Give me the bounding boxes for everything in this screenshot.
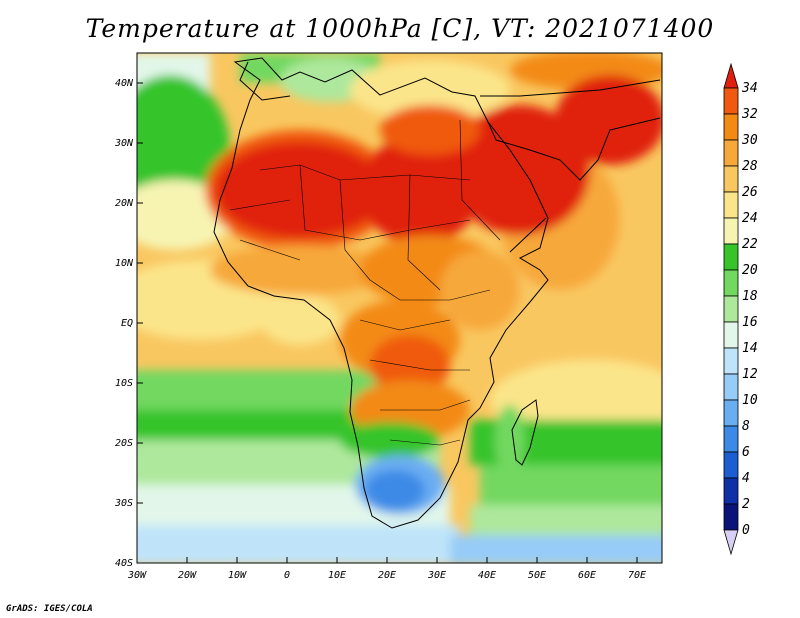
y-tick-label: EQ xyxy=(121,318,133,329)
colorbar-top-cap xyxy=(723,62,739,89)
x-tick-label: 30W xyxy=(127,570,147,581)
x-axis-ticks: 30W 20W 10W 0 10E 20E 30E 40E 50E 60E 70E xyxy=(127,557,646,581)
y-tick-label: 40S xyxy=(115,558,133,569)
colorbar-label: 12 xyxy=(742,367,758,382)
colorbar-swatch xyxy=(723,87,739,115)
colorbar-label: 0 xyxy=(742,523,750,538)
country-borders xyxy=(229,119,501,446)
x-tick-label: 10E xyxy=(328,570,346,581)
colorbar-label: 22 xyxy=(742,237,758,252)
y-tick-label: 20N xyxy=(115,198,134,209)
colorbar-swatch xyxy=(723,165,739,193)
colorbar-swatch xyxy=(723,503,739,531)
colorbar-label: 18 xyxy=(742,289,758,304)
y-axis-ticks: 40N 30N 20N 10N EQ 10S 20S 30S 40S xyxy=(114,78,143,569)
x-tick-label: 60E xyxy=(578,570,596,581)
colorbar-swatch xyxy=(723,243,739,271)
colorbar-label: 30 xyxy=(741,133,758,148)
colorbar-swatch xyxy=(723,321,739,349)
y-tick-label: 10N xyxy=(115,258,134,269)
colorbar-label: 28 xyxy=(742,159,758,174)
x-tick-label: 10W xyxy=(228,570,247,581)
colorbar-swatch xyxy=(723,373,739,401)
coastlines xyxy=(213,57,661,529)
temperature-field xyxy=(137,53,662,563)
x-tick-label: 20E xyxy=(378,570,396,581)
colorbar-label: 10 xyxy=(742,393,758,408)
colorbar-label: 32 xyxy=(741,107,758,122)
colorbar-swatch xyxy=(723,139,739,167)
colorbar-swatch xyxy=(723,451,739,479)
y-tick-label: 40N xyxy=(115,78,134,89)
colorbar-swatch xyxy=(723,269,739,297)
plot-frame xyxy=(136,52,663,564)
colorbar-label: 24 xyxy=(742,211,758,226)
colorbar-swatch xyxy=(723,295,739,323)
x-tick-label: 40E xyxy=(478,570,496,581)
colorbar-swatch xyxy=(723,113,739,141)
map-title: Temperature at 1000hPa [C], VT: 20210714… xyxy=(85,14,715,43)
y-tick-label: 10S xyxy=(115,378,133,389)
y-tick-label: 30N xyxy=(114,138,134,149)
colorbar-label: 34 xyxy=(741,81,758,96)
colorbar-swatch xyxy=(723,477,739,505)
colorbar-label: 16 xyxy=(742,315,758,330)
colorbar-label: 14 xyxy=(742,341,758,356)
colorbar-swatch xyxy=(723,217,739,245)
x-tick-label: 20W xyxy=(178,570,197,581)
colorbar-label: 2 xyxy=(742,497,750,512)
y-tick-label: 20S xyxy=(115,438,133,449)
x-tick-label: 70E xyxy=(628,570,646,581)
colorbar-swatch xyxy=(723,399,739,427)
y-tick-label: 30S xyxy=(114,498,133,509)
x-tick-label: 50E xyxy=(528,570,546,581)
colorbar-label: 20 xyxy=(742,263,758,278)
colorbar-swatch xyxy=(723,347,739,375)
grads-credit: GrADS: IGES/COLA xyxy=(6,604,93,614)
x-tick-label: 30E xyxy=(427,570,446,581)
colorbar-swatch xyxy=(723,191,739,219)
colorbar-label: 8 xyxy=(742,419,750,434)
x-tick-label: 0 xyxy=(284,570,290,581)
colorbar-bottom-cap xyxy=(723,529,739,556)
colorbar-swatch xyxy=(723,425,739,453)
colorbar-label: 4 xyxy=(742,471,750,486)
colorbar-label: 6 xyxy=(742,445,750,460)
colorbar-label: 26 xyxy=(742,185,758,200)
